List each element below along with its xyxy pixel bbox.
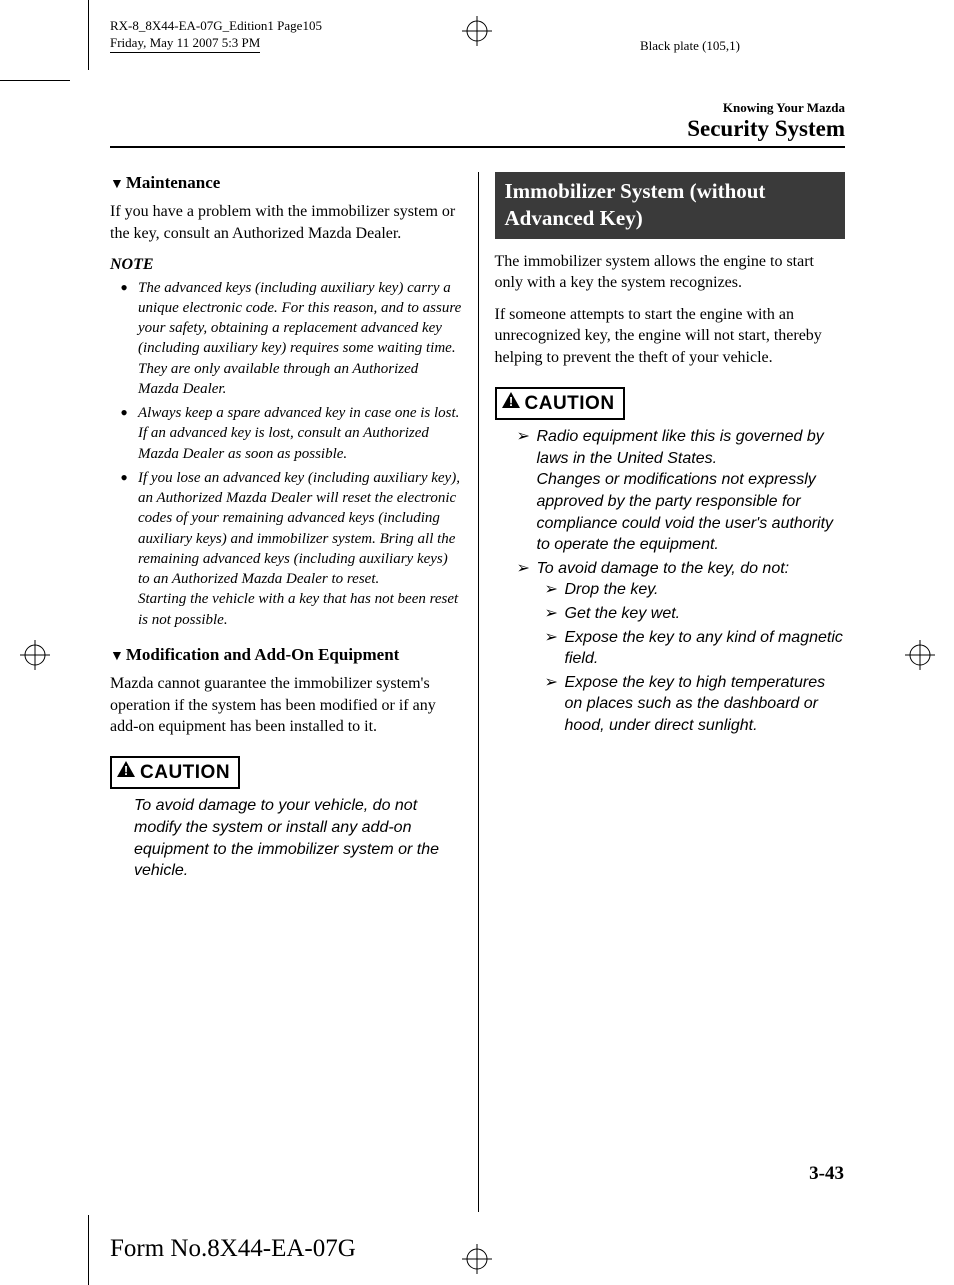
caution-box: ! CAUTION (495, 387, 625, 421)
left-column: Maintenance If you have a problem with t… (110, 172, 478, 1212)
caution-label: CAUTION (525, 391, 615, 417)
registration-mark-icon (462, 1244, 492, 1274)
note-label: NOTE (110, 254, 462, 276)
subhead-modification-text: Modification and Add-On Equipment (126, 645, 400, 664)
svg-text:!: ! (508, 394, 512, 409)
page-content: Knowing Your Mazda Security System Maint… (110, 100, 845, 1212)
plate-label: Black plate (105,1) (640, 38, 740, 54)
caution-label: CAUTION (140, 760, 230, 786)
note-item-text: If you lose an advanced key (including a… (138, 470, 460, 587)
maintenance-paragraph: If you have a problem with the immobiliz… (110, 201, 462, 244)
warning-icon: ! (116, 760, 136, 785)
note-list: The advanced keys (including auxiliary k… (110, 278, 462, 630)
note-item-extra: Starting the vehicle with a key that has… (138, 589, 462, 630)
registration-mark-icon (20, 640, 50, 670)
modification-paragraph: Mazda cannot guarantee the immobilizer s… (110, 673, 462, 738)
caution-item-text: To avoid damage to the key, do not: (537, 560, 790, 577)
doc-meta: RX-8_8X44-EA-07G_Edition1 Page105 Friday… (110, 18, 322, 53)
caution-subitem: Expose the key to high temperatures on p… (547, 672, 846, 737)
crop-mark (0, 80, 70, 81)
registration-mark-icon (462, 16, 492, 46)
doc-id: RX-8_8X44-EA-07G_Edition1 Page105 (110, 18, 322, 35)
warning-icon: ! (501, 391, 521, 416)
triangle-down-icon (110, 645, 126, 664)
form-number: Form No.8X44-EA-07G (110, 1235, 356, 1263)
note-item: Always keep a spare advanced key in case… (126, 403, 462, 464)
caution-text: To avoid damage to your vehicle, do not … (110, 795, 462, 881)
svg-text:!: ! (124, 763, 128, 778)
caution-item: To avoid damage to the key, do not: Drop… (519, 558, 846, 737)
immobilizer-p2: If someone attempts to start the engine … (495, 304, 846, 369)
crop-mark (88, 0, 89, 70)
header-overline: Knowing Your Mazda (110, 100, 845, 116)
caution-item-extra: Changes or modifications not expressly a… (537, 471, 834, 553)
immobilizer-p1: The immobilizer system allows the engine… (495, 251, 846, 294)
section-title: Immobilizer System (without Advanced Key… (495, 172, 846, 239)
right-column: Immobilizer System (without Advanced Key… (478, 172, 846, 1212)
registration-mark-icon (905, 640, 935, 670)
note-item: If you lose an advanced key (including a… (126, 468, 462, 630)
caution-item: Radio equipment like this is governed by… (519, 426, 846, 556)
caution-subitem: Expose the key to any kind of magnetic f… (547, 627, 846, 670)
caution-body: Radio equipment like this is governed by… (495, 426, 846, 736)
page-header: Knowing Your Mazda Security System (110, 100, 845, 148)
page-number: 3-43 (809, 1163, 844, 1185)
caution-item-text: Radio equipment like this is governed by… (537, 428, 824, 467)
caution-subitem: Get the key wet. (547, 603, 846, 625)
subhead-maintenance: Maintenance (110, 172, 462, 195)
crop-mark (88, 1215, 89, 1285)
doc-timestamp: Friday, May 11 2007 5:3 PM (110, 35, 260, 53)
page-title: Security System (110, 116, 845, 142)
note-item: The advanced keys (including auxiliary k… (126, 278, 462, 400)
caution-subitem: Drop the key. (547, 579, 846, 601)
caution-box: ! CAUTION (110, 756, 240, 790)
subhead-modification: Modification and Add-On Equipment (110, 644, 462, 667)
